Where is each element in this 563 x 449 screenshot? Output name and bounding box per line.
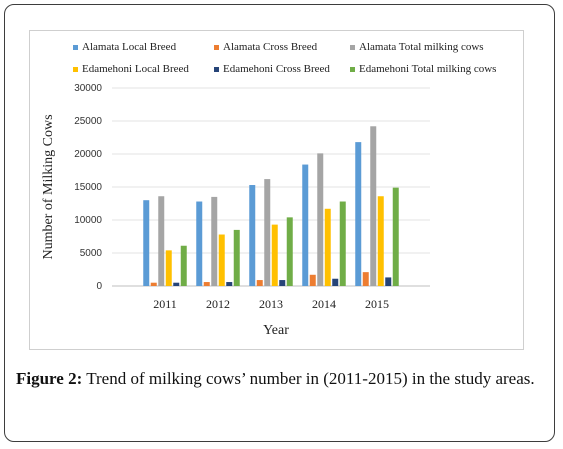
legend-swatch bbox=[73, 66, 78, 72]
legend-swatch bbox=[214, 66, 219, 72]
bar bbox=[279, 280, 286, 286]
legend-label: Edamehoni Cross Breed bbox=[223, 63, 330, 75]
bar bbox=[377, 196, 384, 286]
legend-label: Edamehoni Total milking cows bbox=[359, 63, 497, 75]
bar bbox=[203, 282, 210, 286]
bar bbox=[309, 274, 316, 286]
legend-item: Alamata Total milking cows bbox=[350, 41, 484, 53]
x-tick-label: 2015 bbox=[365, 297, 389, 311]
bar bbox=[173, 282, 180, 286]
y-tick-label: 0 bbox=[96, 281, 102, 292]
bar bbox=[370, 126, 377, 286]
y-tick-label: 25000 bbox=[74, 116, 102, 127]
caption-label: Figure 2: bbox=[16, 369, 83, 388]
caption-text: Trend of milking cows’ number in (2011-2… bbox=[86, 369, 535, 388]
y-tick-label: 20000 bbox=[74, 149, 102, 160]
bar bbox=[256, 280, 263, 286]
bar bbox=[180, 245, 187, 286]
bar bbox=[332, 278, 339, 286]
bar bbox=[218, 234, 225, 286]
bar bbox=[196, 201, 203, 286]
legend-item: Alamata Cross Breed bbox=[214, 41, 317, 53]
bar bbox=[271, 224, 278, 286]
legend-item: Alamata Local Breed bbox=[73, 41, 176, 53]
y-tick-label: 10000 bbox=[74, 215, 102, 226]
y-axis-label: Number of Milking Cows bbox=[41, 114, 56, 259]
bar bbox=[362, 272, 369, 286]
bar bbox=[355, 142, 362, 286]
legend-swatch bbox=[73, 44, 78, 50]
bar bbox=[286, 217, 293, 286]
bar bbox=[385, 277, 392, 286]
y-tick-label: 15000 bbox=[74, 182, 102, 193]
figure-caption: Figure 2: Trend of milking cows’ number … bbox=[16, 366, 546, 391]
legend-swatch bbox=[350, 44, 355, 50]
bar bbox=[339, 201, 346, 286]
x-axis-label: Year bbox=[263, 323, 289, 338]
bar bbox=[249, 185, 256, 286]
bar bbox=[143, 200, 150, 286]
x-tick-label: 2014 bbox=[312, 297, 336, 311]
x-tick-label: 2013 bbox=[259, 297, 283, 311]
bar bbox=[392, 187, 399, 286]
bar bbox=[165, 250, 172, 286]
bar bbox=[264, 179, 271, 286]
y-tick-label: 5000 bbox=[80, 248, 103, 259]
legend-swatch bbox=[350, 66, 355, 72]
bar bbox=[317, 153, 324, 286]
bar bbox=[233, 229, 240, 286]
x-tick-label: 2012 bbox=[206, 297, 230, 311]
bar bbox=[324, 208, 331, 286]
chart-area bbox=[29, 30, 524, 350]
figure-frame bbox=[4, 4, 555, 442]
bar bbox=[158, 196, 165, 286]
bar bbox=[226, 282, 233, 286]
bar bbox=[302, 164, 309, 286]
legend-item: Edamehoni Cross Breed bbox=[214, 63, 330, 75]
legend-item: Edamehoni Local Breed bbox=[73, 63, 189, 75]
legend-swatch bbox=[214, 44, 219, 50]
legend-label: Alamata Cross Breed bbox=[223, 41, 318, 53]
y-tick-label: 30000 bbox=[74, 83, 102, 94]
legend-label: Alamata Local Breed bbox=[82, 41, 177, 53]
legend-item: Edamehoni Total milking cows bbox=[350, 63, 496, 75]
bar bbox=[150, 282, 157, 286]
x-tick-label: 2011 bbox=[153, 297, 177, 311]
legend-label: Alamata Total milking cows bbox=[359, 41, 484, 53]
bar bbox=[211, 196, 218, 286]
legend-label: Edamehoni Local Breed bbox=[82, 63, 189, 75]
